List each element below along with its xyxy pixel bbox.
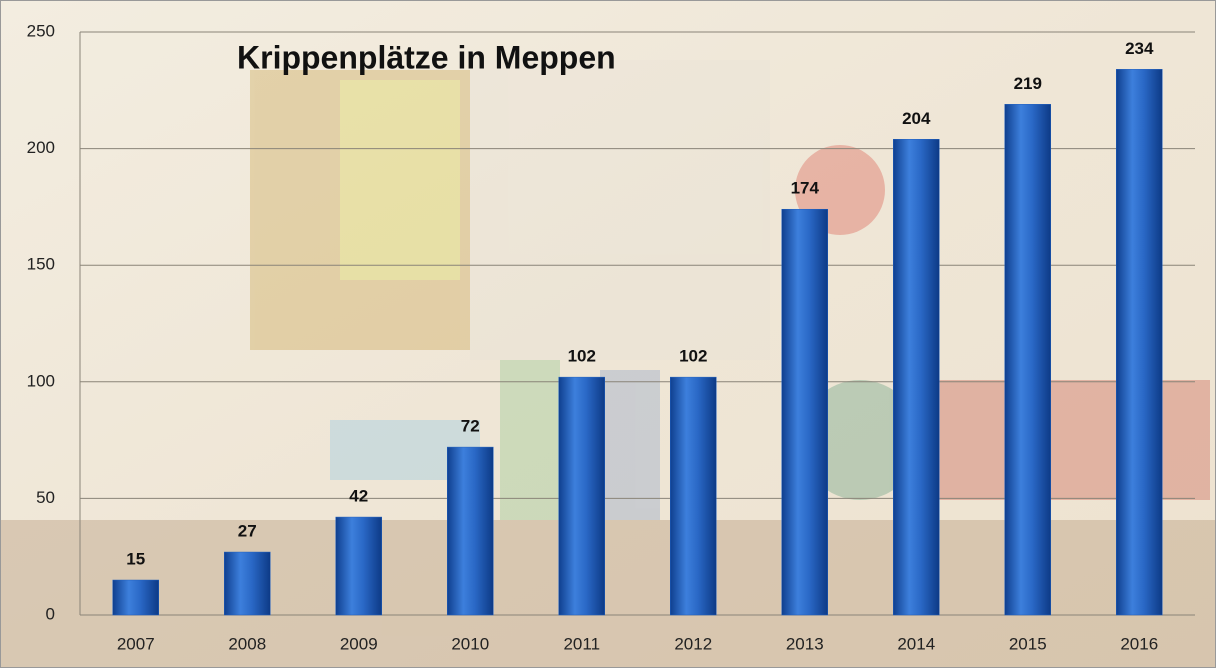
bar bbox=[335, 516, 382, 616]
value-label: 42 bbox=[349, 487, 368, 506]
x-tick-label: 2015 bbox=[1009, 634, 1047, 653]
value-label: 219 bbox=[1014, 74, 1042, 93]
bar bbox=[224, 551, 271, 616]
y-tick-label: 0 bbox=[46, 604, 55, 623]
bar bbox=[893, 139, 940, 616]
value-label: 27 bbox=[238, 522, 257, 541]
bar bbox=[112, 579, 159, 616]
y-tick-label: 150 bbox=[27, 255, 55, 274]
value-label: 102 bbox=[679, 347, 707, 366]
value-label: 174 bbox=[791, 179, 820, 198]
value-label: 102 bbox=[568, 347, 596, 366]
x-tick-label: 2008 bbox=[228, 634, 266, 653]
x-tick-label: 2014 bbox=[897, 634, 935, 653]
y-tick-label: 50 bbox=[36, 488, 55, 507]
value-label: 72 bbox=[461, 417, 480, 436]
x-tick-label: 2009 bbox=[340, 634, 378, 653]
x-tick-label: 2013 bbox=[786, 634, 824, 653]
chart-title: Krippenplätze in Meppen bbox=[237, 39, 616, 75]
value-label: 204 bbox=[902, 109, 931, 128]
bar bbox=[670, 376, 717, 616]
bar bbox=[447, 446, 494, 616]
bar bbox=[1004, 104, 1051, 616]
x-tick-label: 2016 bbox=[1120, 634, 1158, 653]
x-tick-label: 2012 bbox=[674, 634, 712, 653]
bar bbox=[558, 376, 605, 616]
bar bbox=[1116, 69, 1163, 616]
x-tick-label: 2011 bbox=[563, 634, 600, 653]
value-label: 15 bbox=[126, 550, 145, 569]
bar bbox=[781, 208, 828, 616]
y-tick-label: 250 bbox=[27, 21, 55, 40]
value-label: 234 bbox=[1125, 39, 1154, 58]
y-tick-label: 200 bbox=[27, 138, 55, 157]
x-tick-label: 2010 bbox=[451, 634, 489, 653]
x-tick-label: 2007 bbox=[117, 634, 155, 653]
y-tick-label: 100 bbox=[27, 371, 55, 390]
